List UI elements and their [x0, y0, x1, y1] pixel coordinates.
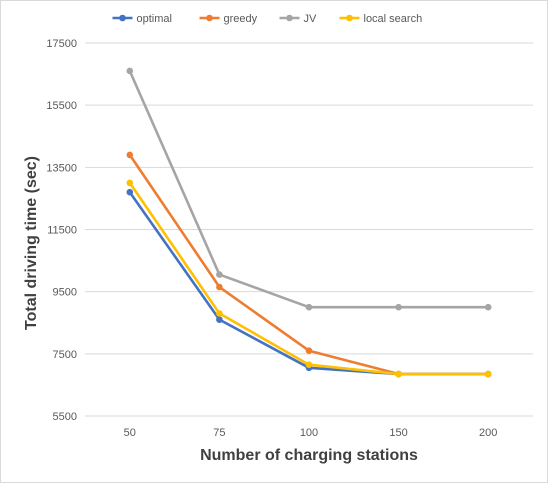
- data-point-jv: [484, 303, 492, 311]
- legend-marker-local-search: [346, 14, 353, 22]
- y-axis-title: Total driving time (sec): [23, 156, 40, 330]
- data-point-local-search: [395, 370, 402, 378]
- legend: optimal greedy JV local search: [112, 13, 423, 25]
- y-tick-labels: 5500 7500 9500 11500 13500 15500 17500: [46, 38, 77, 423]
- data-point-jv: [305, 303, 313, 311]
- legend-marker-optimal: [119, 14, 126, 22]
- legend-item-optimal: optimal: [112, 13, 172, 25]
- legend-item-greedy: greedy: [199, 13, 258, 25]
- data-point-local-search: [484, 370, 492, 378]
- series-line-greedy: [128, 153, 490, 376]
- series-line-jv: [128, 69, 490, 309]
- legend-marker-jv: [286, 14, 293, 22]
- x-tick-label: 200: [479, 427, 497, 439]
- data-point-optimal: [216, 316, 223, 323]
- series-jv: [126, 67, 492, 311]
- legend-item-local-search: local search: [339, 13, 423, 25]
- data-point-optimal: [126, 188, 134, 196]
- series-line-local-search: [128, 181, 490, 376]
- y-tick-label: 15500: [46, 100, 77, 112]
- legend-marker-greedy: [206, 14, 213, 22]
- y-tick-label: 11500: [47, 225, 77, 237]
- legend-label-greedy: greedy: [224, 13, 258, 25]
- legend-label-local-search: local search: [364, 13, 423, 25]
- y-tick-label: 17500: [46, 38, 77, 50]
- data-point-greedy: [305, 347, 313, 355]
- x-tick-labels: 50 75 100 150 200: [124, 427, 498, 439]
- series-local-search: [126, 179, 492, 378]
- data-point-jv: [126, 67, 134, 75]
- y-tick-label: 9500: [53, 287, 77, 299]
- gridlines: [85, 42, 533, 417]
- data-point-greedy: [216, 283, 223, 291]
- x-tick-label: 50: [124, 427, 136, 439]
- data-point-greedy: [126, 151, 134, 159]
- x-tick-label: 75: [213, 427, 225, 439]
- legend-label-optimal: optimal: [137, 13, 172, 25]
- x-tick-label: 100: [300, 427, 318, 439]
- y-tick-label: 5500: [53, 411, 77, 423]
- data-point-jv: [395, 303, 402, 311]
- data-point-local-search: [305, 361, 313, 369]
- x-tick-label: 150: [389, 427, 407, 439]
- legend-label-jv: JV: [304, 13, 318, 25]
- legend-item-jv: JV: [279, 13, 318, 25]
- x-axis-title: Number of charging stations: [200, 447, 418, 464]
- series-lines: [126, 67, 492, 378]
- data-point-local-search: [216, 310, 223, 317]
- data-point-jv: [216, 271, 223, 278]
- series-line-optimal: [128, 190, 490, 376]
- y-tick-label: 7500: [53, 349, 77, 361]
- y-tick-label: 13500: [46, 162, 77, 174]
- data-point-local-search: [126, 179, 134, 187]
